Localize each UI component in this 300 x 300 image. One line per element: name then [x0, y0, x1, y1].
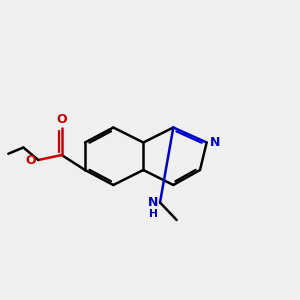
Text: N: N: [148, 196, 158, 209]
Text: H: H: [149, 209, 158, 219]
Text: O: O: [56, 112, 67, 126]
Text: N: N: [210, 136, 220, 149]
Text: O: O: [26, 154, 37, 166]
